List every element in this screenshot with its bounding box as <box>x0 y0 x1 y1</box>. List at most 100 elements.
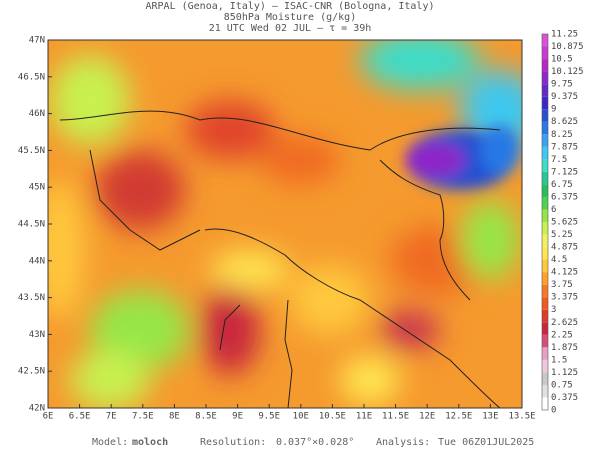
colorbar-swatch <box>542 259 548 273</box>
lat-label: 44.5N <box>18 220 45 230</box>
colorbar-label: 9.375 <box>551 92 578 102</box>
colorbar-swatch <box>542 222 548 235</box>
colorbar-label: 4.125 <box>551 268 578 278</box>
colorbar-label: 3.75 <box>551 280 573 290</box>
lon-label: 6E <box>43 412 54 422</box>
lat-label: 43.5N <box>18 293 45 303</box>
lon-label: 7.5E <box>132 412 154 422</box>
lon-label: 9.5E <box>258 412 280 422</box>
lon-label: 8E <box>169 412 180 422</box>
colorbar-swatch <box>542 284 548 298</box>
colorbar-label: 10.875 <box>551 42 584 52</box>
footer-label: Analysis: <box>376 437 430 448</box>
colorbar-label: 1.5 <box>551 355 567 365</box>
colorbar-label: 5.625 <box>551 218 578 228</box>
colorbar-label: 11.25 <box>551 30 578 40</box>
colorbar-swatch <box>542 159 548 172</box>
colorbar-frame <box>541 33 549 411</box>
lat-label: 42.5N <box>18 367 45 377</box>
footer-value: Tue 06Z01JUL2025 <box>438 437 534 448</box>
colorbar-swatch <box>542 347 548 360</box>
footer-value: moloch <box>132 437 168 448</box>
lat-label: 46N <box>29 109 45 119</box>
lat-label: 46.5N <box>18 72 45 82</box>
colorbar-swatch <box>542 272 548 285</box>
colorbar-swatch <box>542 71 548 85</box>
colorbar-label: 0.75 <box>551 380 573 390</box>
lon-label: 12.5E <box>445 412 472 422</box>
colorbar-label: 1.125 <box>551 368 578 378</box>
colorbar-swatch <box>542 196 548 210</box>
colorbar-label: 5.25 <box>551 230 573 240</box>
header-line: 850hPa Moisture (g/kg) <box>224 12 356 23</box>
colorbar-label: 4.875 <box>551 243 578 253</box>
map-field <box>48 40 522 408</box>
colorbar-label: 2.625 <box>551 318 578 328</box>
lon-label: 9E <box>232 412 243 422</box>
footer-label: Resolution: <box>200 437 266 448</box>
colorbar-swatch <box>542 234 548 248</box>
colorbar-swatch <box>542 46 548 60</box>
colorbar-label: 7.5 <box>551 155 567 165</box>
lat-label: 47N <box>29 36 45 46</box>
lon-label: 10E <box>293 412 309 422</box>
colorbar-swatch <box>542 297 548 310</box>
lon-label: 12E <box>419 412 435 422</box>
colorbar-swatch <box>542 59 548 72</box>
colorbar-swatch <box>542 322 548 335</box>
colorbar-label: 9 <box>551 105 556 115</box>
colorbar-swatch <box>542 121 548 135</box>
colorbar-swatch <box>542 372 548 385</box>
lon-label: 8.5E <box>195 412 217 422</box>
footer-label: Model: <box>92 437 128 448</box>
colorbar-label: 7.125 <box>551 167 578 177</box>
colorbar-label: 10.125 <box>551 67 584 77</box>
colorbar-swatch <box>542 359 548 373</box>
lon-label: 7E <box>106 412 117 422</box>
colorbar-label: 0.375 <box>551 393 578 403</box>
colorbar-label: 8.25 <box>551 130 573 140</box>
colorbar-swatch <box>542 397 548 410</box>
colorbar-label: 6.375 <box>551 192 578 202</box>
lon-label: 11E <box>356 412 372 422</box>
colorbar-swatch <box>542 184 548 197</box>
header-line: 21 UTC Wed 02 JUL – τ = 39h <box>209 23 372 34</box>
colorbar-swatch <box>542 134 548 147</box>
colorbar-label: 9.75 <box>551 80 573 90</box>
colorbar-swatch <box>542 247 548 260</box>
footer-value: 0.037°×0.028° <box>276 437 354 448</box>
colorbar-label: 4.5 <box>551 255 567 265</box>
colorbar-swatch <box>542 96 548 110</box>
colorbar-swatch <box>542 84 548 97</box>
colorbar-label: 6 <box>551 205 556 215</box>
header-line: ARPAL (Genoa, Italy) – ISAC-CNR (Bologna… <box>146 1 435 12</box>
colorbar-label: 10.5 <box>551 55 573 65</box>
lat-label: 45N <box>29 183 45 193</box>
lon-label: 10.5E <box>319 412 346 422</box>
colorbar-swatch <box>542 171 548 185</box>
lon-label: 11.5E <box>382 412 409 422</box>
colorbar-label: 0 <box>551 406 556 416</box>
lon-label: 6.5E <box>69 412 91 422</box>
lat-label: 43N <box>29 330 45 340</box>
colorbar-label: 2.25 <box>551 330 573 340</box>
colorbar-label: 3 <box>551 305 556 315</box>
colorbar-label: 3.375 <box>551 293 578 303</box>
colorbar-swatch <box>542 34 548 47</box>
colorbar-swatch <box>542 109 548 122</box>
lon-label: 13E <box>482 412 498 422</box>
lat-label: 44N <box>29 256 45 266</box>
colorbar-swatch <box>542 146 548 160</box>
colorbar-label: 1.875 <box>551 343 578 353</box>
colorbar-label: 6.75 <box>551 180 573 190</box>
colorbar-swatch <box>542 309 548 323</box>
colorbar-swatch <box>542 209 548 222</box>
lat-label: 45.5N <box>18 146 45 156</box>
lat-label: 42N <box>29 404 45 414</box>
colorbar-label: 7.875 <box>551 142 578 152</box>
colorbar-label: 8.625 <box>551 117 578 127</box>
colorbar-swatch <box>542 334 548 348</box>
lon-label: 13.5E <box>508 412 535 422</box>
colorbar-swatch <box>542 384 548 398</box>
